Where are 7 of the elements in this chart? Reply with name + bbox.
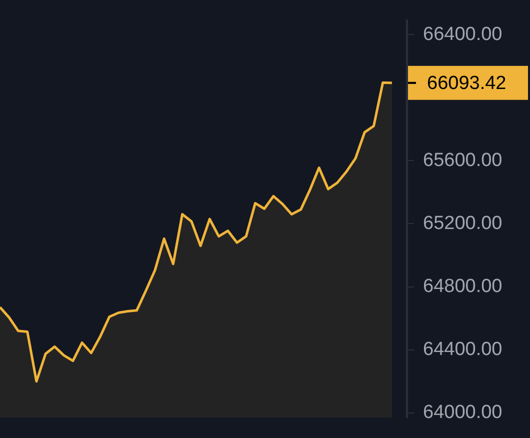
y-tick-label: 65600.00 — [423, 150, 502, 171]
y-tick-label: 64400.00 — [423, 339, 502, 360]
text: 66093.42 — [427, 73, 506, 94]
y-tick-label: 66400.00 — [423, 24, 502, 45]
y-tick-label: 64000.00 — [423, 402, 502, 424]
y-tick-label: 64800.00 — [423, 276, 502, 298]
y-tick-label: 65200.00 — [423, 212, 502, 234]
